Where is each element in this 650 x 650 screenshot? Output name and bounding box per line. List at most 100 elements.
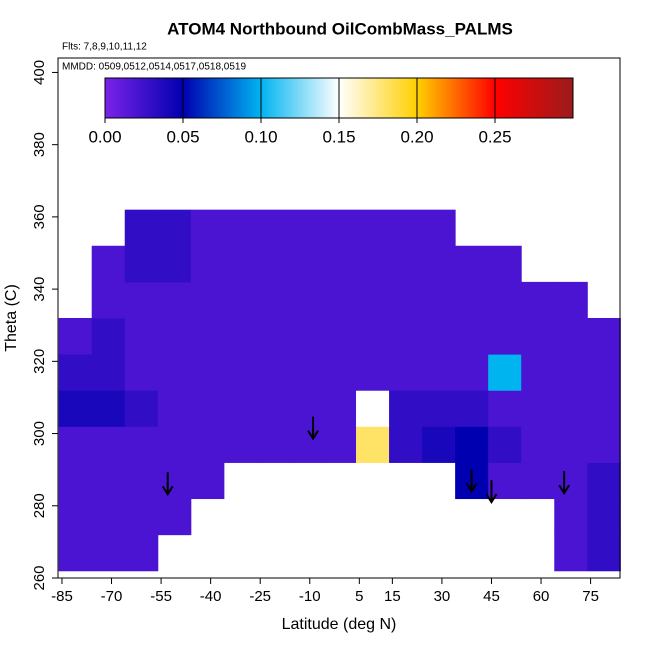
heat-cell	[322, 390, 357, 427]
colorbar-tick-label: 0.25	[478, 127, 511, 146]
heat-cell	[455, 390, 489, 427]
heat-cell	[91, 426, 126, 463]
heat-cell	[91, 354, 126, 391]
y-tick-label: 340	[31, 277, 48, 302]
heat-cell	[356, 245, 390, 283]
heat-cell	[223, 390, 258, 427]
heat-cell	[455, 245, 489, 283]
colorbar-tick-label: 0.05	[166, 127, 199, 146]
heat-cell	[124, 498, 159, 536]
heat-cell	[256, 390, 291, 427]
x-tick-label: 75	[582, 588, 599, 605]
annotation: MMDD: 0509,0512,0514,0517,0518,0519	[62, 62, 246, 73]
heat-cell	[488, 245, 522, 283]
heat-cell	[289, 318, 324, 355]
heat-cell	[422, 281, 456, 319]
heat-cell	[587, 318, 621, 355]
subtitle: Flts: 7,8,9,10,11,12	[62, 42, 147, 53]
heat-cell	[124, 462, 159, 500]
heat-cell	[157, 390, 192, 427]
heat-cell	[356, 390, 390, 427]
heat-cell	[157, 209, 192, 247]
heat-cell	[422, 354, 456, 391]
heat-cell	[554, 318, 588, 355]
y-tick-label: 400	[31, 60, 48, 85]
chart-title: ATOM4 Northbound OilCombMass_PALMS	[167, 19, 513, 38]
heat-cell	[223, 354, 258, 391]
heat-cell	[322, 209, 357, 247]
heat-cell	[289, 281, 324, 319]
heat-cell	[521, 426, 555, 463]
heat-cell	[422, 426, 456, 463]
heat-cell	[389, 209, 423, 247]
arrow	[558, 471, 571, 496]
heat-cell	[124, 354, 159, 391]
heat-cell	[256, 245, 291, 283]
heat-cell	[58, 318, 93, 355]
heat-cell	[455, 354, 489, 391]
heat-cell	[157, 462, 192, 500]
heatmap	[58, 209, 621, 572]
heat-cell	[587, 498, 621, 536]
heat-cell	[223, 245, 258, 283]
heat-cell	[157, 426, 192, 463]
heat-cell	[91, 281, 126, 319]
heat-cell	[488, 390, 522, 427]
heat-cell	[356, 318, 390, 355]
colorbar-tick-label: 0.00	[88, 127, 121, 146]
arrow-head	[485, 493, 498, 505]
heat-cell	[488, 462, 522, 500]
heat-cell	[322, 281, 357, 319]
heat-cell	[587, 354, 621, 391]
arrow	[307, 416, 319, 441]
heat-cell	[322, 245, 357, 283]
arrow	[161, 472, 174, 497]
arrow	[485, 480, 498, 505]
heat-cell	[554, 498, 588, 536]
heat-cell	[190, 390, 225, 427]
heat-cell	[356, 209, 390, 247]
plot-frame	[57, 57, 621, 579]
heat-cell	[422, 245, 456, 283]
heat-cell	[488, 318, 522, 355]
heat-cell	[554, 462, 588, 500]
heat-cell	[587, 462, 621, 500]
colorbar-tick-label: 0.15	[322, 127, 355, 146]
arrow-head	[558, 484, 571, 496]
heat-cell	[157, 245, 192, 283]
heat-cell	[58, 354, 93, 391]
y-tick-label: 320	[31, 349, 48, 374]
heat-cell	[256, 318, 291, 355]
heat-cell	[587, 390, 621, 427]
heat-cell	[488, 426, 522, 463]
heat-cell	[587, 534, 621, 572]
heat-cell	[91, 462, 126, 500]
heat-cell	[488, 281, 522, 319]
y-tick-label: 260	[31, 565, 48, 590]
heat-cell	[422, 390, 456, 427]
x-tick-label: -40	[200, 588, 222, 605]
colorbar-tick-label: 0.10	[244, 127, 277, 146]
heat-cell	[190, 245, 225, 283]
heat-cell	[124, 209, 159, 247]
y-tick-label: 380	[31, 132, 48, 157]
heat-cell	[356, 354, 390, 391]
heat-cell	[157, 498, 192, 536]
y-tick-label: 300	[31, 421, 48, 446]
heat-cell	[91, 390, 126, 427]
heat-cell	[422, 209, 456, 247]
heat-cell	[422, 318, 456, 355]
heat-cell	[223, 318, 258, 355]
heat-cell	[389, 354, 423, 391]
heat-cell	[554, 281, 588, 319]
heat-cell	[256, 354, 291, 391]
heat-cell	[157, 318, 192, 355]
heat-cell	[554, 354, 588, 391]
x-tick-label: 60	[533, 588, 550, 605]
heat-cell	[389, 245, 423, 283]
heat-cell	[322, 354, 357, 391]
x-tick-label: -25	[249, 588, 271, 605]
heat-cell	[322, 318, 357, 355]
heat-cell	[455, 426, 489, 463]
